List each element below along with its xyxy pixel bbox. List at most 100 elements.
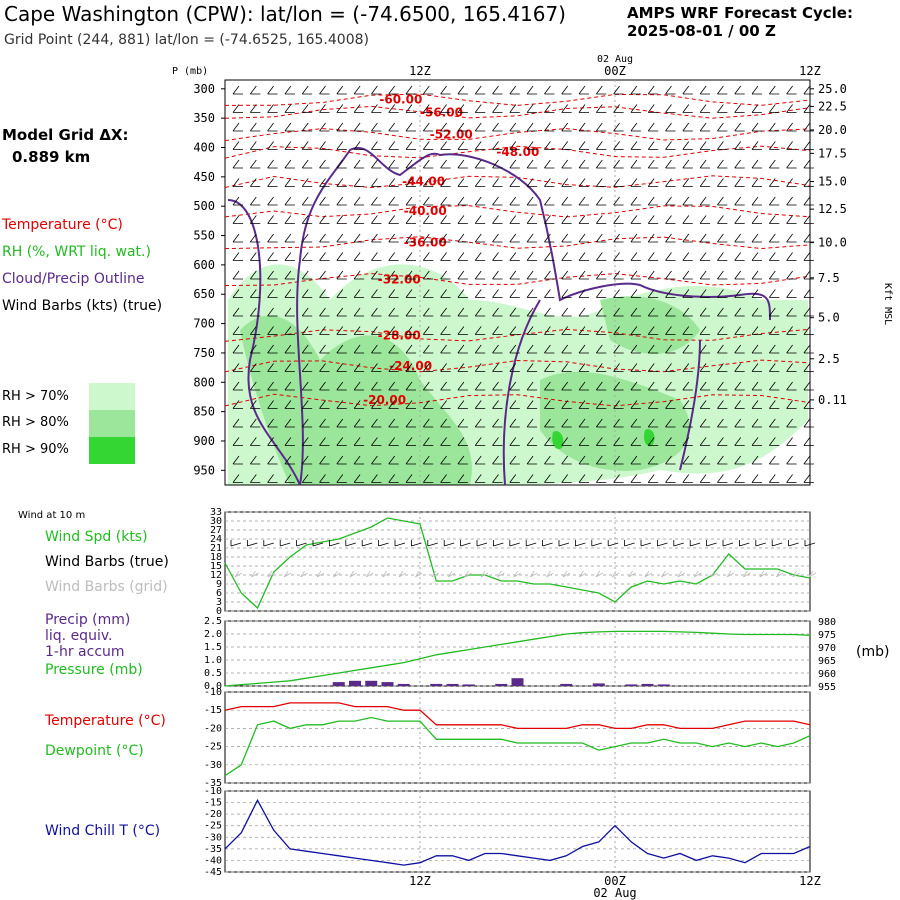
wind-barb <box>630 159 641 169</box>
wind-barb <box>492 85 503 95</box>
wind-barb <box>388 400 399 409</box>
wind-barb-true <box>361 540 373 547</box>
pressure-tick-label: 950 <box>193 463 215 477</box>
wind-barb <box>301 104 313 113</box>
wind-barb <box>319 270 330 280</box>
wind-barb <box>284 252 295 261</box>
wind-barb <box>353 363 365 372</box>
wind-barb <box>371 215 382 224</box>
precip-bar <box>430 683 443 686</box>
wind-barb <box>717 141 728 150</box>
wind-barb <box>353 178 365 187</box>
y-tick-label: 0 <box>216 606 222 617</box>
wind-barb <box>474 326 486 335</box>
wind-barb <box>232 418 243 428</box>
wind-barb <box>768 474 780 483</box>
wind-barb <box>630 233 641 243</box>
wind-barb <box>751 252 762 261</box>
wind-barb-true <box>509 540 520 547</box>
wind-barb <box>526 381 538 391</box>
wind-barb <box>388 455 399 465</box>
wind-barb-grid <box>316 570 325 578</box>
wind-barb <box>768 307 780 317</box>
cloud-precip-outline <box>227 147 771 486</box>
wind-barb <box>630 196 641 206</box>
wind-barb <box>768 437 780 446</box>
wind-barb <box>232 363 243 372</box>
wind-barb <box>665 104 676 113</box>
wind-barb <box>647 122 659 132</box>
wind-barb-grid <box>480 570 489 578</box>
wind-barb <box>319 344 330 354</box>
wind-barb <box>457 233 468 243</box>
y-tick-label: 2.5 <box>204 616 222 627</box>
wind-barb <box>544 141 555 150</box>
wind-barb <box>371 474 382 483</box>
wind-barb <box>734 344 745 354</box>
wind-barb <box>751 196 762 206</box>
wind-barb <box>267 381 278 391</box>
wind-barb <box>717 85 728 95</box>
wind-barb <box>734 104 745 113</box>
y-tick-label: -40 <box>204 855 222 866</box>
wind-barb <box>301 270 313 280</box>
wind-barb <box>786 474 797 483</box>
wind-barb <box>509 400 520 409</box>
wind-barb <box>440 344 451 354</box>
wind-barb-true <box>476 540 488 547</box>
wind-barb <box>440 326 451 335</box>
wind-barb-true <box>345 540 356 547</box>
wind-barb <box>803 215 814 224</box>
y-tick-label: 2.0 <box>204 629 222 640</box>
rh-swatch-80 <box>89 410 135 437</box>
wind-barb <box>768 215 780 224</box>
wind-barb <box>509 104 520 113</box>
wind-barb <box>232 104 243 113</box>
wind-barb <box>301 178 313 187</box>
wind-barb <box>751 307 762 317</box>
wind-barb <box>492 159 503 169</box>
wind-barb <box>422 196 434 206</box>
wind-barb <box>336 252 347 261</box>
wind-barb <box>492 270 503 280</box>
wind-barb <box>665 326 676 335</box>
grid-point-label: Grid Point (244, 881) lat/lon = (-74.652… <box>4 32 369 48</box>
wind-barb <box>388 233 399 243</box>
wind-barb <box>561 400 572 409</box>
wind-barb <box>353 437 365 446</box>
wind-barb-grid <box>595 570 603 578</box>
wind-barb <box>578 85 589 95</box>
panel-frame <box>224 511 811 612</box>
wind-barb <box>734 270 745 280</box>
wind-barb <box>353 233 365 243</box>
wind-barb <box>699 437 711 446</box>
wind-barb <box>474 270 486 280</box>
wind-barb <box>561 159 572 169</box>
wind-barb <box>595 141 607 150</box>
wind-barb <box>267 215 278 224</box>
wind-barb <box>647 307 659 317</box>
wind-barb <box>319 178 330 187</box>
wind-barb <box>717 122 728 132</box>
wind-barb-true <box>640 540 652 547</box>
wind-barb <box>474 233 486 243</box>
wind-barb <box>717 418 728 428</box>
wind-barb <box>647 437 659 446</box>
wind-barb <box>665 252 676 261</box>
wind-barb <box>422 141 434 150</box>
wind-barb <box>249 307 261 317</box>
wind-barb <box>301 252 313 261</box>
wind-barb <box>561 141 572 150</box>
pressure-tick-label: 700 <box>193 317 215 331</box>
wind-barb <box>388 474 399 483</box>
y-tick-label: -30 <box>204 832 222 843</box>
wind-barb <box>682 122 693 132</box>
wind-barb <box>474 455 486 465</box>
wind-barb-true <box>722 540 734 547</box>
wind-barb <box>492 437 503 446</box>
wind-barb <box>561 289 572 298</box>
wind-barb <box>665 418 676 428</box>
wind-barb <box>526 289 538 298</box>
rh-swatch-90 <box>89 437 135 464</box>
pressure-right-tick-label: 965 <box>818 656 836 667</box>
